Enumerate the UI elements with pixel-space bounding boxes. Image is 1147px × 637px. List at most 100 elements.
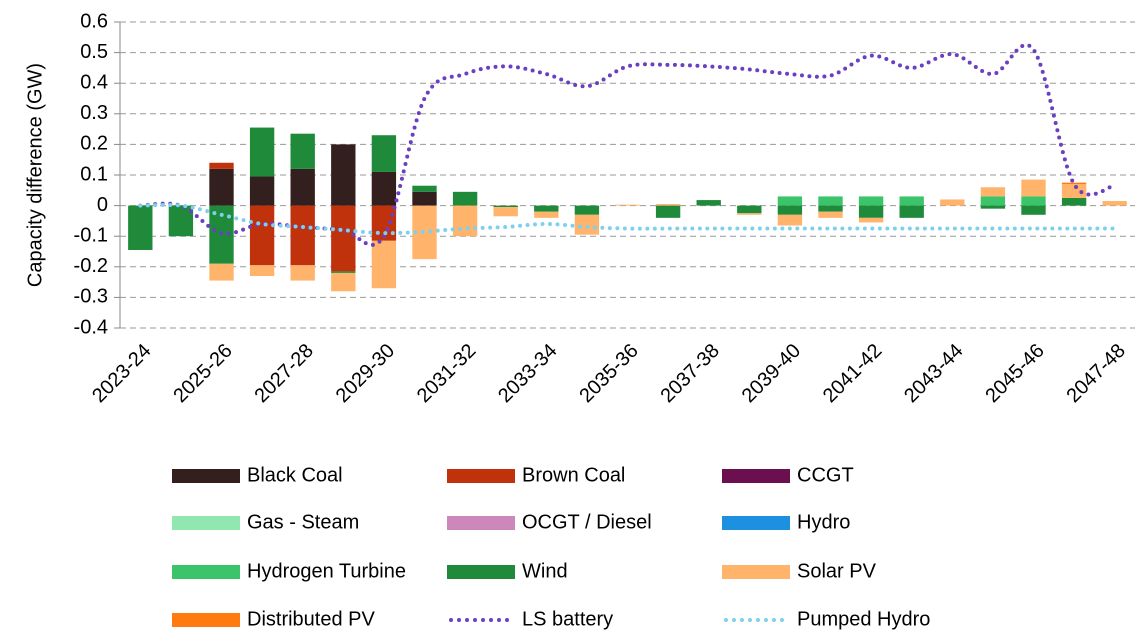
bar [1102,201,1127,206]
x-tick-label: 2037-38 [657,340,724,407]
bar [858,217,884,223]
x-tick-label: 2045-46 [981,340,1048,407]
bar [209,168,234,206]
legend-label: Solar PV [797,560,877,582]
bar [777,196,803,206]
bar [290,265,315,281]
bar [452,205,478,237]
bar [412,191,437,206]
legend-label: Brown Coal [522,464,625,486]
y-tick-label: 0.5 [80,41,108,63]
legend-label: Distributed PV [247,608,375,630]
bar [574,214,600,235]
y-tick-label: 0 [97,194,108,216]
bar [696,200,721,206]
bar [818,205,843,212]
bar [574,205,600,215]
legend-swatch [447,516,515,530]
y-tick-label: -0.2 [74,255,108,277]
legend-swatch [172,565,240,579]
x-tick-label: 2031-32 [413,340,480,407]
bar [940,199,965,206]
bar [737,205,762,214]
bar [331,272,356,292]
bar [858,205,884,218]
legend-swatch [722,469,790,483]
y-tick-label: 0.1 [80,163,108,185]
bar [534,211,559,218]
bar [1021,205,1046,215]
bar [1061,182,1087,185]
bar [290,205,315,266]
bar [818,211,843,218]
bar [371,240,397,289]
y-tick-label: -0.3 [74,286,108,308]
x-tick-label: 2047-48 [1063,340,1130,407]
x-tick-label: 2029-30 [332,340,399,407]
legend-swatch [172,613,240,627]
bar [331,144,356,206]
bar [818,196,843,206]
bar [249,127,275,177]
bar [1061,197,1087,206]
legend-label: LS battery [522,608,613,630]
bar [980,196,1006,206]
bar [168,205,194,237]
legend-label: Hydrogen Turbine [247,560,406,582]
y-tick-label: 0.3 [80,102,108,124]
x-tick-label: 2041-42 [819,340,886,407]
legend-swatch [447,469,515,483]
y-tick-label: 0.2 [80,133,108,155]
bar [777,205,803,215]
legend-label: CCGT [797,464,854,486]
bar [534,205,559,212]
legend-label: Black Coal [247,464,343,486]
y-axis-label: Capacity difference (GW) [24,63,46,287]
bar [128,205,153,250]
bar [412,185,437,192]
x-tick-label: 2035-36 [575,340,642,407]
bar [858,196,884,206]
legend-label: Gas - Steam [247,511,359,533]
bar [290,133,315,169]
legend-swatch [722,516,790,530]
line [138,43,1117,247]
bar [290,168,315,206]
x-tick-label: 2039-40 [738,340,805,407]
bar [249,205,275,266]
line [138,202,1117,236]
bar [209,263,234,281]
x-tick-label: 2033-34 [494,340,561,407]
bar [655,205,681,218]
legend-label: OCGT / Diesel [522,511,652,533]
bar [655,204,681,206]
bar [1021,179,1046,197]
x-tick-label: 2027-28 [251,340,318,407]
bar [899,205,924,218]
bar [209,162,234,169]
bar [615,204,640,206]
legend-swatch [172,469,240,483]
legend-label: Wind [522,560,568,582]
bar [331,271,356,273]
bar [371,171,397,206]
legend-label: Pumped Hydro [797,608,930,630]
legend-swatch [722,565,790,579]
bar [452,191,478,206]
legend-label: Hydro [797,511,850,533]
bar [331,205,356,272]
bar [1021,196,1046,206]
bar [1061,184,1087,198]
x-tick-label: 2025-26 [169,340,236,407]
x-tick-label: 2023-24 [88,340,155,407]
bar [980,205,1006,209]
legend-swatch [447,565,515,579]
bar [777,214,803,226]
bar [980,187,1006,197]
bar [899,196,924,206]
bar [493,205,518,208]
bar [249,176,275,206]
bar [737,213,762,215]
bar [371,135,397,172]
